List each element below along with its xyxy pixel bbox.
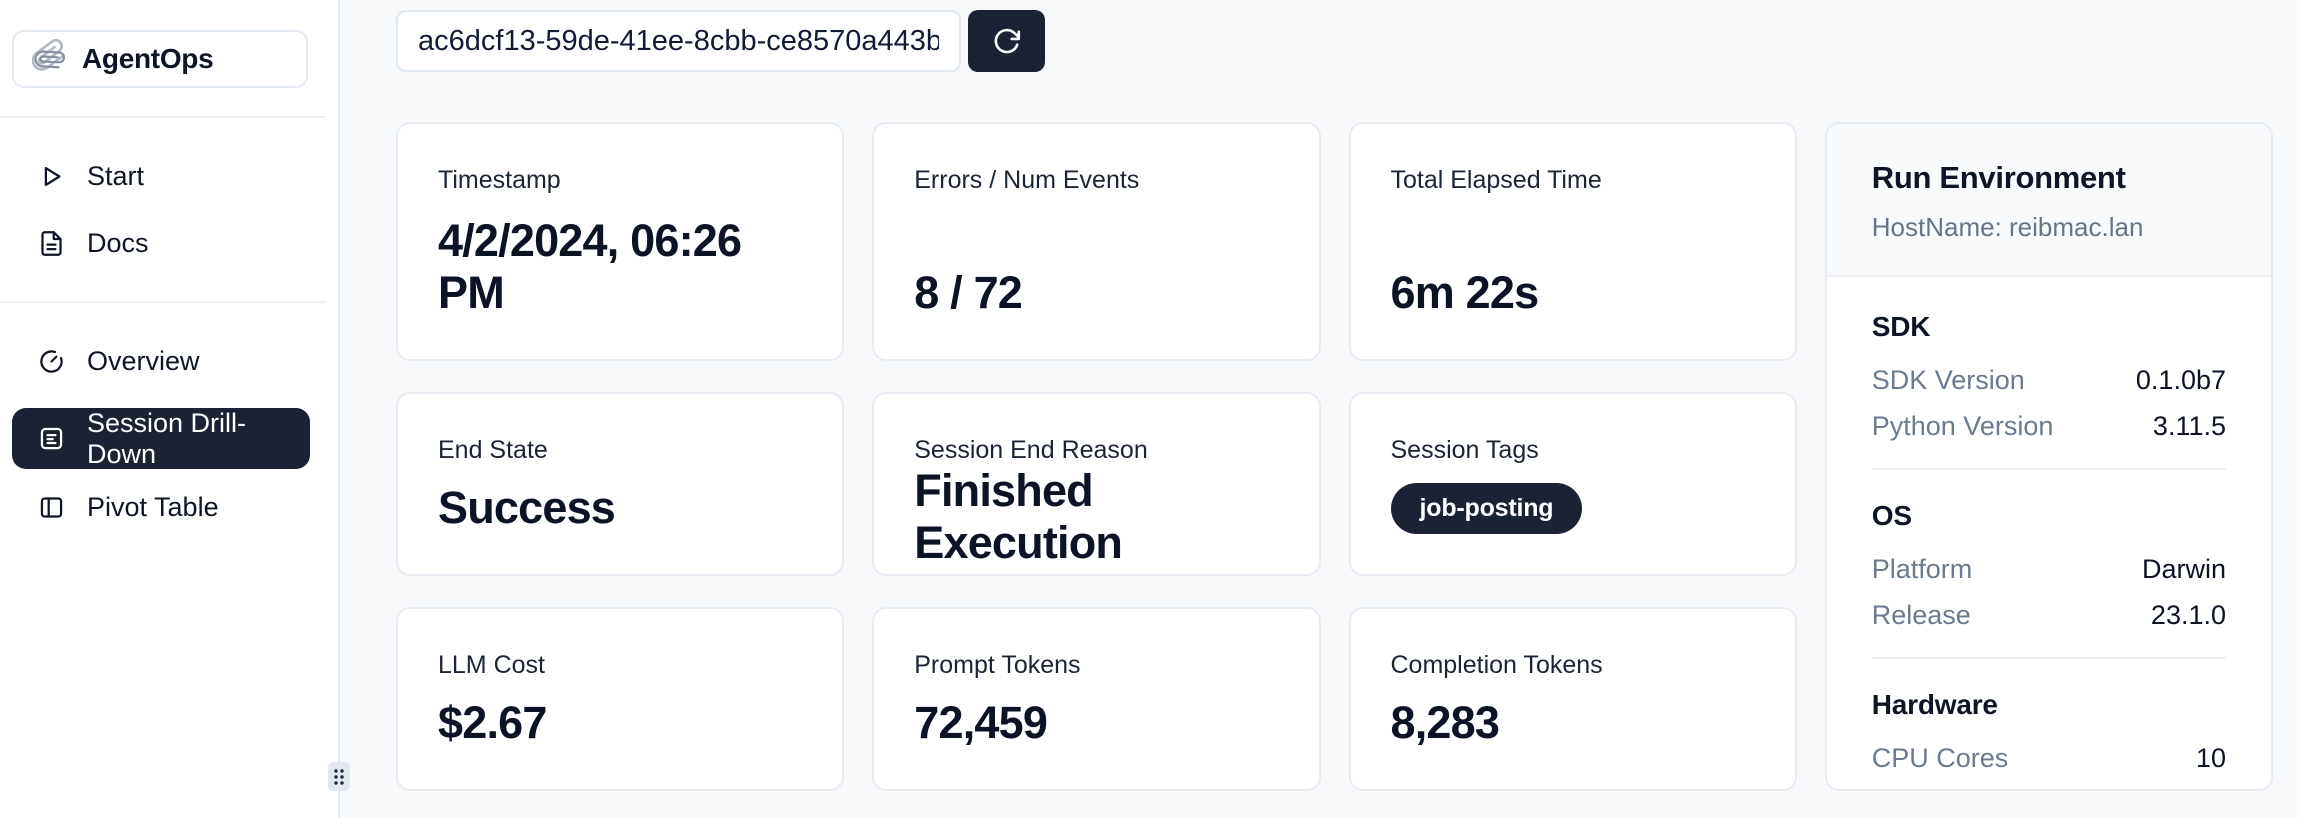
env-row-label: CPU Cores — [1871, 743, 2009, 773]
env-row-value: 16.00 GB — [2112, 789, 2226, 791]
panel-title: Run Environment — [1871, 160, 2126, 195]
metric-card-timestamp: Timestamp 4/2/2024, 06:26 PM — [396, 122, 845, 361]
main-content: Timestamp 4/2/2024, 06:26 PM Errors / Nu… — [340, 0, 2300, 818]
card-label: Errors / Num Events — [914, 166, 1140, 194]
env-row-label: SDK Version — [1871, 365, 2025, 395]
card-value: 8 / 72 — [914, 266, 1023, 318]
env-row-value: 10 — [2195, 743, 2226, 773]
env-row-value: 0.1.0b7 — [2135, 365, 2226, 395]
card-label: Session Tags — [1390, 436, 1539, 464]
hostname-text: HostName: reibmac.lan — [1871, 212, 2144, 242]
card-label: LLM Cost — [438, 651, 545, 679]
card-value: 8,283 — [1390, 696, 1500, 748]
env-row: SDK Version 0.1.0b7 — [1872, 365, 2226, 396]
paperclips-icon — [31, 38, 68, 80]
card-value: 72,459 — [914, 696, 1048, 748]
metric-card-llm-cost: LLM Cost $2.67 — [396, 607, 845, 791]
card-value: $2.67 — [438, 696, 547, 748]
panel-layout-icon — [38, 494, 65, 521]
sidebar-divider-top — [0, 116, 326, 118]
metric-card-total-elapsed-time: Total Elapsed Time 6m 22s — [1348, 122, 1797, 361]
card-label: Prompt Tokens — [914, 651, 1081, 679]
metrics-grid: Timestamp 4/2/2024, 06:26 PM Errors / Nu… — [396, 122, 2273, 791]
card-value: Success — [438, 481, 616, 533]
metric-card-end-state: End State Success — [396, 392, 845, 576]
metric-card-errors-num-events: Errors / Num Events 8 / 72 — [872, 122, 1321, 361]
sidebar-divider-middle — [0, 301, 326, 303]
sidebar-item-label: Start — [87, 160, 145, 191]
list-document-icon — [38, 425, 65, 452]
app-title: AgentOps — [82, 43, 214, 74]
env-row-label: Platform — [1871, 554, 1973, 584]
metric-card-session-end-reason: Session End Reason Finished Execution — [872, 392, 1321, 576]
env-row: RAM 16.00 GB — [1872, 789, 2226, 791]
metric-card-completion-tokens: Completion Tokens 8,283 — [1348, 607, 1797, 791]
document-icon — [38, 230, 65, 257]
gauge-icon — [38, 348, 65, 375]
card-value: Finished Execution — [914, 465, 1123, 569]
refresh-button[interactable] — [968, 10, 1045, 72]
sidebar-item-session-drill-down[interactable]: Session Drill-Down — [12, 408, 310, 469]
section-title-sdk: SDK — [1871, 311, 1931, 342]
play-icon — [38, 163, 65, 190]
grip-dots-icon — [334, 768, 344, 785]
app-logo[interactable]: AgentOps — [12, 30, 308, 88]
run-environment-header: Run Environment HostName: reibmac.lan — [1826, 124, 2271, 277]
metric-card-session-tags: Session Tags job-posting — [1348, 392, 1797, 576]
env-row: Python Version 3.11.5 — [1872, 411, 2226, 442]
section-divider — [1871, 657, 2226, 659]
env-row: Release 23.1.0 — [1872, 600, 2226, 631]
session-id-input[interactable] — [396, 10, 961, 72]
card-label: Completion Tokens — [1390, 651, 1603, 679]
card-label: Total Elapsed Time — [1390, 166, 1602, 194]
session-topbar — [396, 10, 2273, 72]
env-row: CPU Cores 10 — [1872, 743, 2226, 774]
env-row-label: RAM — [1872, 789, 1932, 791]
section-divider — [1871, 468, 2226, 470]
resize-grip-handle[interactable] — [328, 762, 350, 791]
sidebar-item-pivot-table[interactable]: Pivot Table — [0, 487, 338, 527]
card-label: Session End Reason — [914, 436, 1148, 464]
sidebar-item-overview[interactable]: Overview — [0, 341, 338, 381]
env-row-value: 23.1.0 — [2150, 600, 2226, 630]
metric-card-prompt-tokens: Prompt Tokens 72,459 — [872, 607, 1321, 791]
card-value: 4/2/2024, 06:26 PM — [438, 214, 742, 318]
card-value: 6m 22s — [1390, 266, 1540, 318]
sidebar-item-start[interactable]: Start — [0, 156, 338, 196]
sidebar: AgentOps Start Docs — [0, 0, 350, 818]
env-row-label: Release — [1871, 600, 1971, 630]
run-environment-body: SDK SDK Version 0.1.0b7 Python Version 3… — [1827, 277, 2271, 791]
sidebar-item-label: Overview — [87, 345, 200, 376]
sidebar-nav: Start Docs Overview — [0, 156, 338, 527]
session-tag-badge: job-posting — [1390, 483, 1583, 534]
section-title-hardware: Hardware — [1871, 689, 1998, 720]
card-label: End State — [438, 436, 548, 464]
sidebar-item-label: Session Drill-Down — [87, 407, 247, 469]
sidebar-item-label: Docs — [87, 227, 149, 258]
card-label: Timestamp — [438, 166, 561, 194]
run-environment-panel: Run Environment HostName: reibmac.lan SD… — [1824, 122, 2273, 791]
env-row-value: Darwin — [2141, 554, 2226, 584]
env-row-label: Python Version — [1871, 411, 2054, 441]
sidebar-item-label: Pivot Table — [87, 491, 219, 522]
env-row: Platform Darwin — [1872, 554, 2226, 585]
env-row-value: 3.11.5 — [2152, 411, 2226, 441]
sidebar-item-docs[interactable]: Docs — [0, 223, 338, 263]
section-title-os: OS — [1871, 500, 1912, 531]
refresh-icon — [994, 28, 1021, 53]
